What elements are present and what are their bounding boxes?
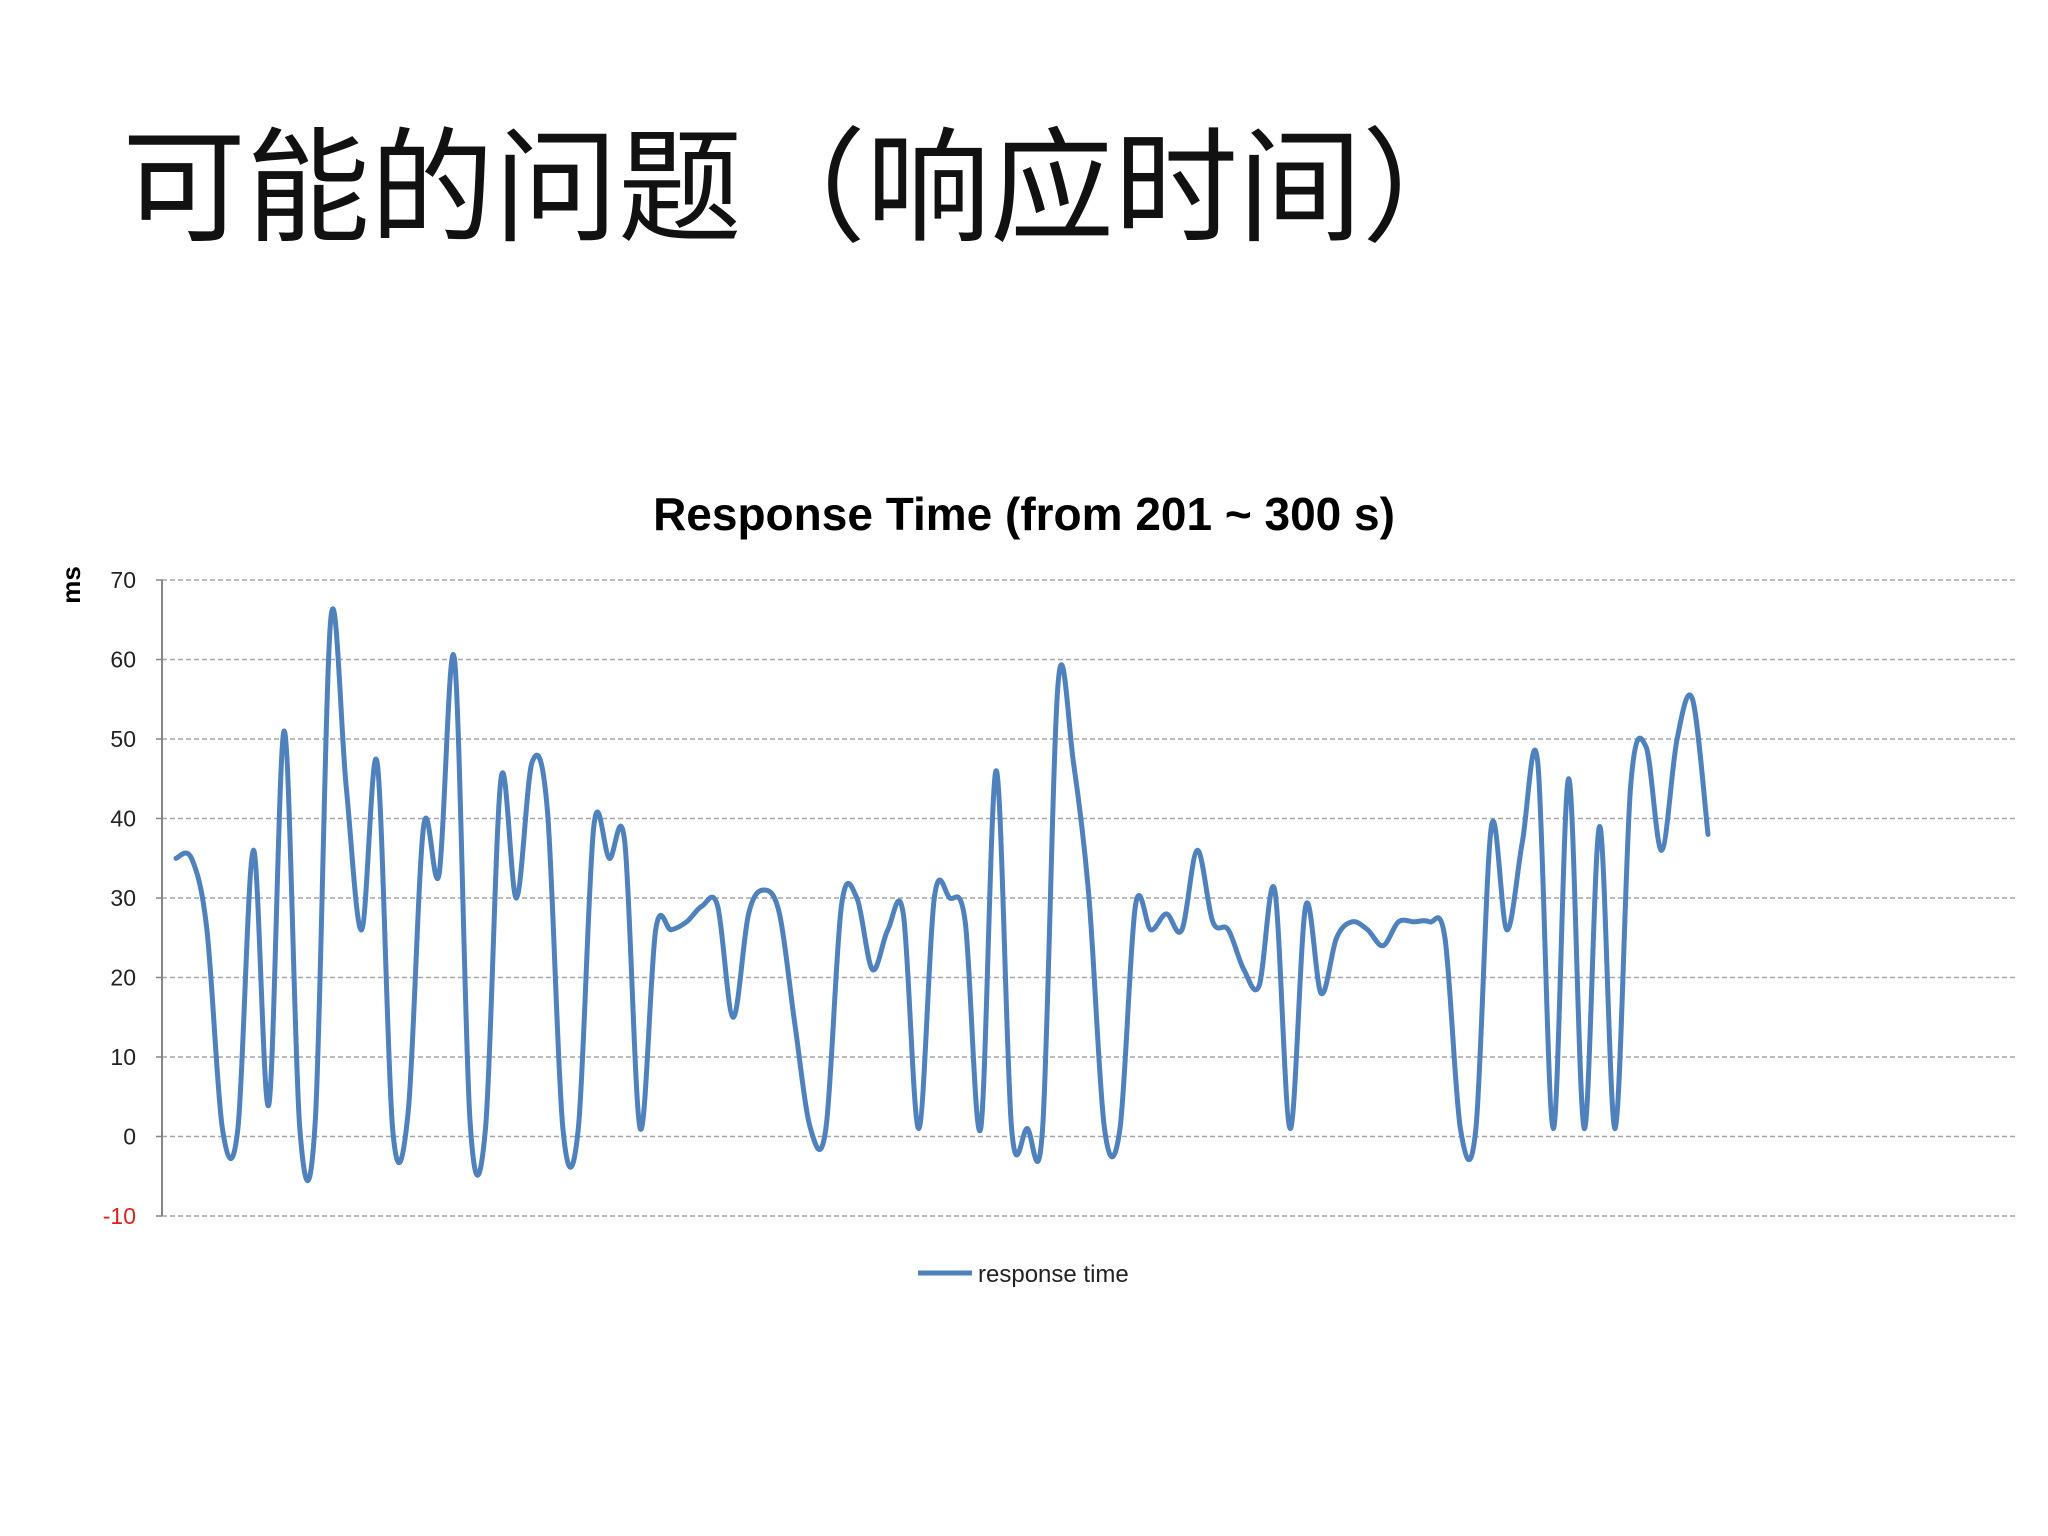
- y-tick-label: 40: [110, 806, 136, 832]
- y-tick-label: 50: [110, 726, 136, 752]
- series-line-response-time: [173, 606, 1711, 1184]
- y-tick-label: 30: [110, 885, 136, 911]
- y-tick-labels: 70 60 50 40 30 20 10 0 -10: [103, 567, 162, 1229]
- y-tick-label: 70: [110, 567, 136, 593]
- legend: response time: [918, 1261, 1129, 1288]
- y-axis-label: ms: [56, 566, 86, 604]
- chart-title: Response Time (from 201 ~ 300 s): [653, 488, 1395, 540]
- y-tick-label: 0: [123, 1124, 136, 1150]
- legend-label: response time: [978, 1261, 1129, 1288]
- y-tick-label: 20: [110, 965, 136, 991]
- y-tick-label: -10: [103, 1203, 136, 1229]
- y-tick-label: 10: [110, 1044, 136, 1070]
- slide-title: 可能的问题（响应时间）: [122, 117, 1487, 261]
- y-tick-label: 60: [110, 647, 136, 673]
